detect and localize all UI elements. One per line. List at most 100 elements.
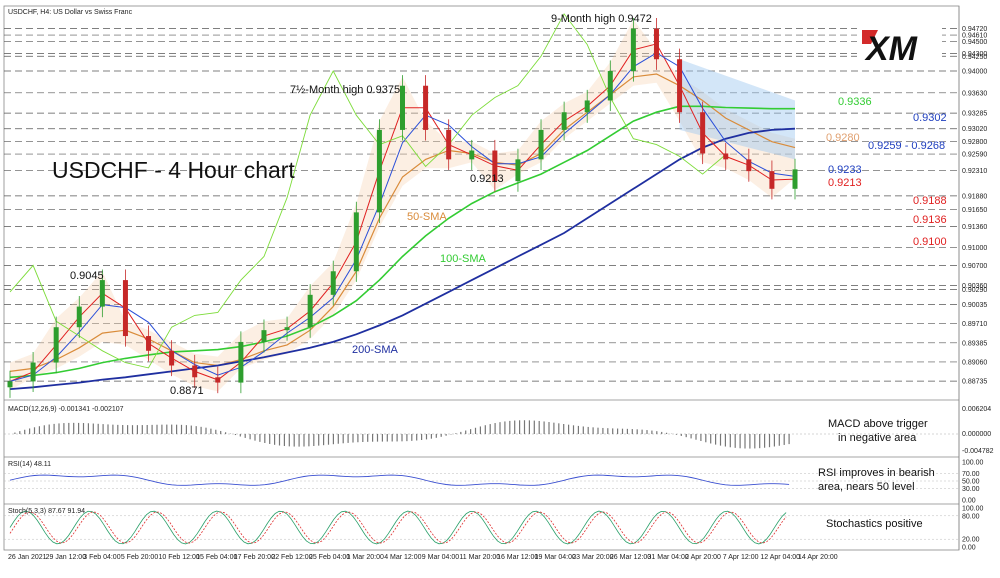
candle-body [746, 159, 752, 172]
macd-label: MACD(12,26,9) -0.001341 -0.002107 [8, 406, 124, 413]
candle-body [307, 294, 313, 328]
time-axis-label: 11 Mar 20:00 [459, 554, 500, 561]
time-axis-label: 19 Mar 04:00 [535, 554, 576, 561]
symbol-header: USDCHF, H4: US Dollar vs Swiss Franc [8, 9, 133, 16]
price-axis-label: 0.91000 [962, 245, 987, 252]
price-axis-label: 0.94250 [962, 54, 987, 61]
price-axis-label: 0.88735 [962, 379, 987, 386]
candle-body [146, 336, 152, 351]
price-axis-label: 0.94000 [962, 69, 987, 76]
stoch-k-line [9, 510, 787, 545]
price-axis-label: 0.92800 [962, 139, 987, 146]
candle-body [53, 327, 59, 363]
price-axis-label: 0.91880 [962, 193, 987, 200]
candle-body [76, 306, 82, 328]
time-axis: 26 Jan 2021 29 Jan 12:003 Feb 04:00 5 Feb … [8, 554, 838, 561]
rsi-axis-label: 30.00 [962, 486, 980, 493]
rsi-label: RSI(14) 48.11 [8, 461, 51, 468]
time-axis-label: 23 Mar 20:00 [572, 554, 613, 561]
candle-body [192, 365, 198, 378]
stoch-axis-label: 80.00 [962, 513, 980, 520]
price-axis-label: 0.90700 [962, 263, 987, 270]
stoch-d-line [9, 511, 787, 544]
sma-50-line [9, 73, 796, 372]
candle-body [99, 280, 105, 307]
candle-body [423, 85, 429, 130]
rsi-note-line1: RSI improves in bearish [818, 467, 935, 479]
right-level-label: 0.9280 [826, 132, 860, 144]
chikou-line [9, 13, 726, 369]
candle-body [376, 129, 382, 213]
rsi-axis-label: 70.00 [962, 471, 980, 478]
candle-body [353, 212, 359, 272]
right-level-label: 0.9336 [838, 96, 872, 108]
right-level-label: 0.9259 - 0.9268 [868, 140, 945, 152]
ichimoku-cloud-blue [679, 59, 795, 160]
time-axis-label: 22 Feb 12:00 [271, 554, 312, 561]
stoch-note: Stochastics positive [826, 518, 923, 530]
right-level-label: 0.9188 [913, 195, 947, 207]
price-axis-label: 0.93630 [962, 90, 987, 97]
price-axis-label: 0.89385 [962, 340, 987, 347]
macd-note-line1: MACD above trigger [828, 418, 928, 430]
time-axis-label: 5 Feb 20:00 [121, 554, 158, 561]
price-axis-label: 0.90290 [962, 287, 987, 294]
time-axis-label: 14 Apr 20:00 [798, 554, 838, 561]
candle-body [330, 271, 336, 295]
rsi-line [9, 474, 790, 486]
time-axis-label: 2 Apr 20:00 [685, 554, 721, 561]
candle-body [700, 112, 706, 154]
candle-body [792, 169, 798, 189]
candle-body [238, 341, 244, 383]
stoch-axis-label: 100.00 [962, 506, 984, 513]
macd-axis-label: -0.004782 [962, 448, 994, 455]
right-level-label: 0.9136 [913, 214, 947, 226]
time-axis-label: 25 Feb 04:00 [309, 554, 350, 561]
rsi-axis-label: 100.00 [962, 460, 984, 467]
time-axis-label: 10 Feb 12:00 [158, 554, 199, 561]
candle-body [169, 350, 175, 366]
time-axis-label: 3 Feb 04:00 [83, 554, 120, 561]
annotation-nine-month-high: 9-Month high 0.9472 [551, 13, 652, 25]
time-axis-label: 29 Jan 12:00 [46, 554, 87, 561]
candle-body [515, 159, 521, 182]
logo-red-mark-icon [862, 30, 878, 44]
xm-logo: XM [857, 25, 942, 68]
time-axis-label: 17 Feb 20:00 [234, 554, 275, 561]
label-200-sma: 200-SMA [352, 344, 399, 356]
rsi-note-line2: area, nears 50 level [818, 481, 915, 493]
candle-body [677, 59, 683, 113]
price-axis-label: 0.93020 [962, 126, 987, 133]
logo-text: XM [864, 30, 918, 68]
time-axis-label: 16 Mar 12:00 [497, 554, 538, 561]
price-axis-label: 0.89060 [962, 359, 987, 366]
price-axis-label: 0.92310 [962, 168, 987, 175]
right-level-label: 0.9100 [913, 236, 947, 248]
candle-body [261, 330, 267, 342]
rsi-axis-label: 0.00 [962, 498, 976, 505]
kijun-line [9, 52, 796, 382]
level-lines [4, 28, 959, 382]
annotation-low-8871: 0.8871 [170, 385, 204, 397]
chart-border [3, 5, 960, 551]
price-axis-label: 0.91650 [962, 207, 987, 214]
candle-body [723, 153, 729, 160]
candle-body [653, 28, 659, 60]
time-axis-label: 12 Apr 04:00 [760, 554, 800, 561]
sma-100-line [9, 105, 795, 379]
time-axis-label: 1 Mar 20:00 [347, 554, 384, 561]
annotation-seven-half-month-high: 7½-Month high 0.9375 [290, 84, 400, 96]
price-axis-label: 0.94720 [962, 26, 987, 33]
price-axis-label: 0.90360 [962, 283, 987, 290]
stoch-axis-label: 20.00 [962, 537, 980, 544]
time-axis-label: 9 Mar 04:00 [422, 554, 459, 561]
annotation-low-9213: 0.9213 [470, 173, 504, 185]
chart-title: USDCHF - 4 Hour chart [52, 157, 295, 183]
price-axis-label: 0.92590 [962, 152, 987, 159]
candle-body [122, 280, 128, 337]
time-axis-label: 4 Mar 12:00 [384, 554, 421, 561]
